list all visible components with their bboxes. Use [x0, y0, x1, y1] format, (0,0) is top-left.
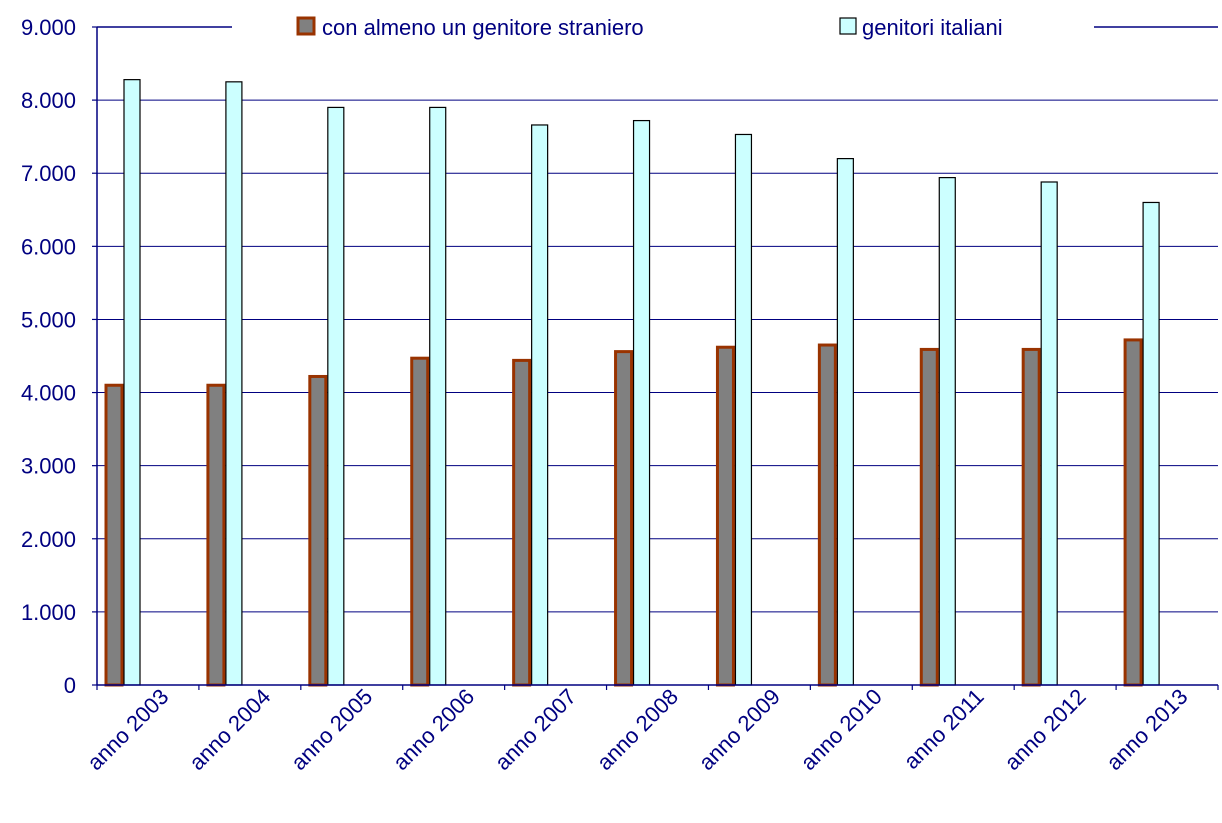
bar-italiani: [429, 106, 447, 686]
y-tick-label: 6.000: [21, 234, 76, 259]
legend-label-italiani: genitori italiani: [862, 15, 1003, 40]
axes: [92, 26, 1219, 690]
x-tick-label: anno 2005: [286, 684, 377, 775]
y-tick-label: 7.000: [21, 161, 76, 186]
bar-italiani: [1040, 181, 1058, 686]
y-tick-label: 2.000: [21, 527, 76, 552]
bar-straniero: [614, 350, 634, 687]
bar-straniero: [512, 358, 532, 687]
y-tick-label: 5.000: [21, 307, 76, 332]
bar-straniero: [715, 345, 735, 687]
x-tick-label: anno 2010: [796, 684, 887, 775]
y-tick-label: 8.000: [21, 88, 76, 113]
bar-italiani: [225, 81, 243, 686]
x-tick-label: anno 2012: [999, 684, 1090, 775]
bar-straniero: [308, 374, 328, 687]
x-tick-label: anno 2008: [592, 684, 683, 775]
bar-straniero: [817, 343, 837, 687]
bar-italiani: [327, 106, 345, 686]
bar-straniero: [1021, 347, 1041, 687]
legend-swatch-italiani: [839, 17, 857, 35]
x-tick-label: anno 2013: [1101, 684, 1192, 775]
y-tick-label: 3.000: [21, 454, 76, 479]
x-tick-label: anno 2011: [899, 684, 989, 774]
bar-italiani: [1142, 201, 1160, 686]
y-tick-labels: 0 1.000 2.000 3.000 4.000 5.000 6.000 7.000 8.00…: [21, 15, 76, 698]
y-tick-label: 0: [64, 673, 76, 698]
bar-italiani: [938, 177, 956, 686]
x-tick-label: anno 2003: [82, 684, 173, 775]
x-tick-label: anno 2006: [388, 684, 479, 775]
y-tick-label: 9.000: [21, 15, 76, 40]
bar-italiani: [531, 124, 549, 686]
bar-straniero: [410, 356, 430, 687]
bar-straniero: [919, 347, 939, 687]
x-tick-label: anno 2009: [694, 684, 785, 775]
bar-straniero: [104, 383, 124, 687]
bar-italiani: [632, 119, 651, 686]
bar-straniero: [1123, 338, 1143, 687]
x-tick-label: anno 2007: [490, 684, 581, 775]
legend-swatch-straniero: [296, 16, 316, 36]
legend: con almeno un genitore straniero genitori…: [296, 15, 1003, 40]
y-tick-label: 1.000: [21, 600, 76, 625]
bar-italiani: [123, 79, 141, 686]
y-tick-label: 4.000: [21, 381, 76, 406]
bars: [104, 79, 1160, 687]
bar-italiani: [734, 133, 753, 686]
bar-italiani: [836, 158, 854, 686]
x-tick-label: anno 2004: [184, 684, 275, 775]
gridlines: [97, 26, 1218, 613]
legend-label-straniero: con almeno un genitore straniero: [322, 15, 644, 40]
bar-straniero: [206, 383, 226, 687]
x-tick-labels: anno 2003 anno 2004 anno 2005 anno 2006 anno…: [82, 684, 1192, 775]
